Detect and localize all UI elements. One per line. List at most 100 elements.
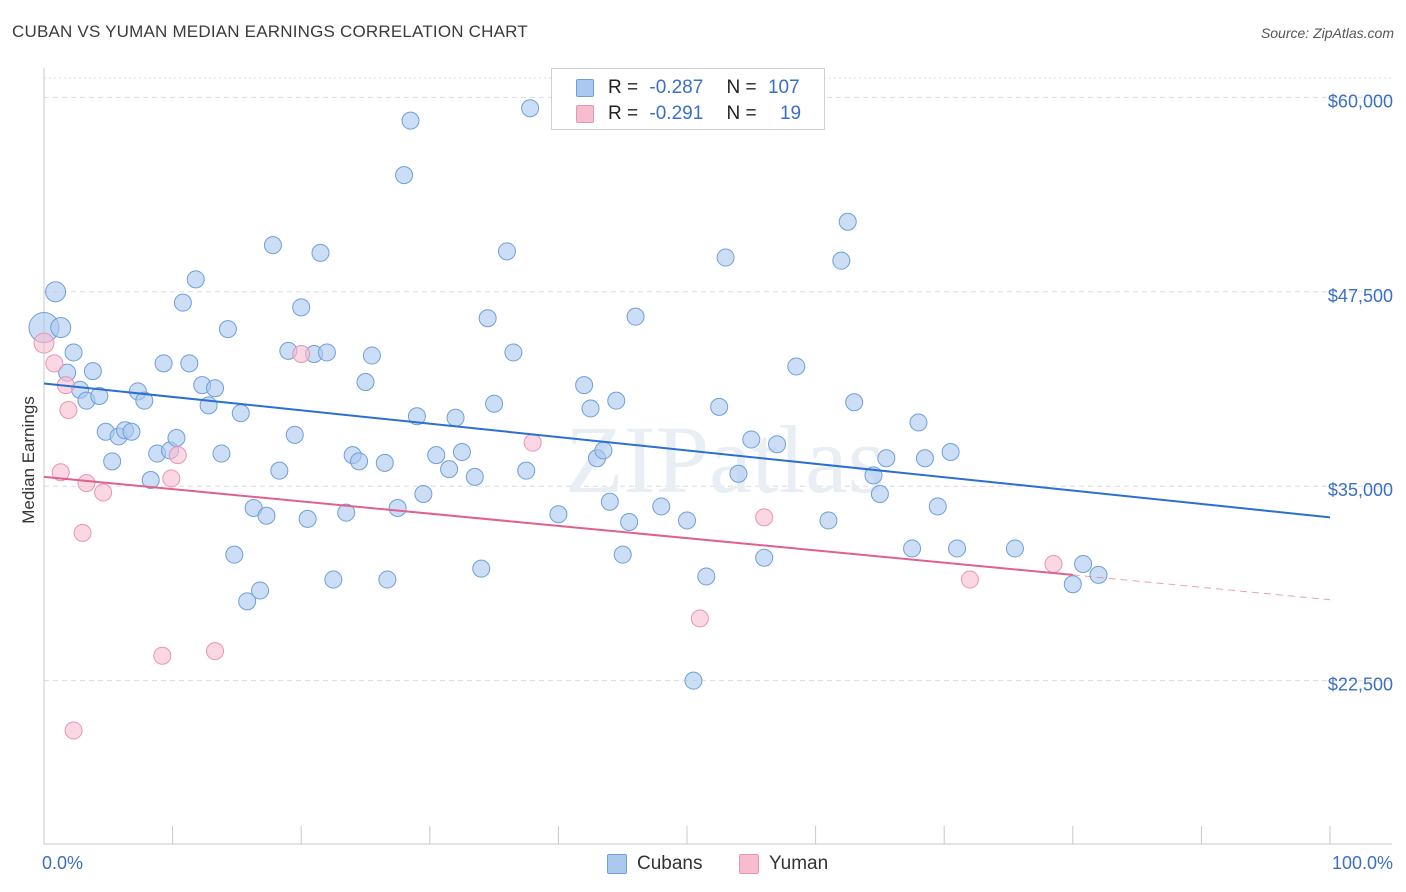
cubans-point xyxy=(870,485,889,503)
yuman-point xyxy=(162,469,181,488)
yuman-point xyxy=(51,463,70,482)
cubans-point xyxy=(838,212,857,231)
yuman-point xyxy=(64,721,83,740)
cubans-point xyxy=(375,453,394,472)
yuman-point xyxy=(690,609,709,628)
cubans-point xyxy=(231,404,250,423)
cubans-point xyxy=(414,485,433,503)
cubans-point xyxy=(238,592,257,611)
grid-layer xyxy=(44,77,1392,682)
y-axis-label: Median Earnings xyxy=(19,396,38,524)
cubans-point xyxy=(521,99,540,118)
cubans-legend-label: Cubans xyxy=(637,853,703,874)
cubans-point xyxy=(225,545,244,564)
y-tick-label: $22,500 xyxy=(1328,675,1393,695)
cubans-point xyxy=(154,354,173,373)
chart-title: CUBAN VS YUMAN MEDIAN EARNINGS CORRELATI… xyxy=(12,22,528,41)
cubans-point xyxy=(218,320,237,339)
yuman-point xyxy=(94,483,113,502)
cubans-point xyxy=(941,443,960,461)
yuman-point xyxy=(523,433,542,452)
yuman-point xyxy=(960,570,979,589)
cubans-point xyxy=(787,357,806,376)
cubans-swatch xyxy=(576,79,594,97)
yuman-point xyxy=(206,642,225,661)
cubans-point xyxy=(845,393,864,412)
n-label: N = xyxy=(726,77,757,98)
cubans-point xyxy=(83,362,102,381)
axes-layer xyxy=(43,68,1392,845)
watermark: ZIPatlas xyxy=(565,406,885,513)
cubans-trend-line xyxy=(43,382,1331,519)
cubans-point xyxy=(212,444,231,463)
cubans-point xyxy=(64,343,83,362)
n-label: N = xyxy=(726,103,757,124)
cubans-point xyxy=(742,430,761,449)
cubans-point xyxy=(257,506,276,525)
cubans-point xyxy=(395,166,414,185)
cubans-point xyxy=(446,408,465,427)
yuman-point xyxy=(168,446,187,465)
cubans-point xyxy=(928,497,947,516)
cubans-point xyxy=(350,452,369,471)
cubans-point xyxy=(581,399,600,418)
r-label: R = xyxy=(608,77,639,98)
cubans-point xyxy=(1063,575,1082,594)
cubans-point xyxy=(504,343,523,362)
cubans-point xyxy=(497,242,516,261)
cubans-point xyxy=(251,581,270,600)
y-tick-label: $35,000 xyxy=(1328,480,1393,500)
cubans-point xyxy=(122,422,141,441)
cubans-point xyxy=(285,425,304,444)
trend-layer xyxy=(43,382,1331,601)
cubans-point xyxy=(819,511,838,530)
cubans-point xyxy=(652,497,671,516)
cubans-point xyxy=(263,236,282,255)
cubans-point xyxy=(549,505,568,524)
cubans-point xyxy=(298,509,317,528)
source-label: Source: ZipAtlas.com xyxy=(1260,25,1394,41)
cubans-point xyxy=(575,376,594,395)
cubans-r-value: -0.287 xyxy=(649,77,704,98)
cubans-point xyxy=(909,413,928,432)
cubans-point xyxy=(478,309,497,328)
cubans-point xyxy=(600,492,619,511)
cubans-point xyxy=(915,449,934,468)
yuman-swatch xyxy=(576,105,594,123)
cubans-point xyxy=(729,464,748,483)
x-tick-label-max: 100.0% xyxy=(1332,853,1393,873)
cubans-point xyxy=(710,397,729,416)
yuman-point xyxy=(73,523,92,542)
cubans-point xyxy=(1089,565,1108,584)
yuman-n-value: 19 xyxy=(779,103,802,124)
cubans-point xyxy=(90,387,109,405)
cubans-point xyxy=(613,545,632,564)
yuman-point xyxy=(33,332,55,354)
cubans-point xyxy=(407,407,426,426)
cubans-point xyxy=(716,248,735,267)
cubans-point xyxy=(594,441,613,460)
stats-box: R = -0.287 N = 107 R = -0.291 N = 19 xyxy=(551,68,825,130)
r-label: R = xyxy=(608,103,639,124)
cubans-point xyxy=(832,251,851,270)
cubans-n-value: 107 xyxy=(767,77,800,98)
cubans-point xyxy=(485,394,504,413)
cubans-point xyxy=(903,539,922,558)
cubans-point xyxy=(427,446,446,465)
yuman-point xyxy=(45,354,64,373)
cubans-point xyxy=(292,298,311,317)
yuman-point xyxy=(755,508,774,527)
cubans-point xyxy=(517,461,536,480)
cubans-point xyxy=(440,460,459,479)
cubans-point xyxy=(388,499,407,517)
cubans-point xyxy=(103,452,122,471)
cubans-legend-swatch xyxy=(607,854,627,874)
cubans-point xyxy=(378,570,397,589)
cubans-point xyxy=(167,429,186,447)
labels-layer: $22,500 $35,000 $47,500 $60,000 0.0% 100.0% Me… xyxy=(19,91,1393,873)
yuman-trend-line xyxy=(43,475,1073,576)
cubans-point xyxy=(755,548,774,567)
cubans-point xyxy=(1005,539,1024,558)
cubans-point xyxy=(180,354,199,373)
